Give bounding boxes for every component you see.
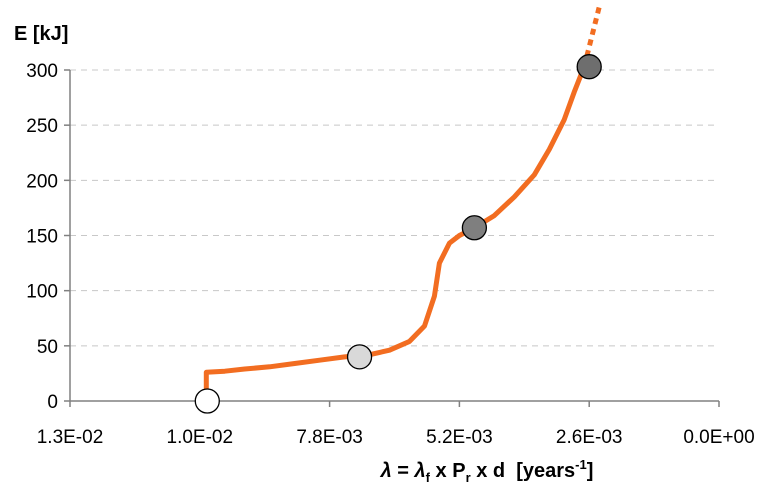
marker-0 bbox=[194, 388, 220, 414]
y-tick-label-2: 100 bbox=[26, 282, 58, 303]
y-tick-label-3: 150 bbox=[26, 227, 58, 248]
y-tick-label-4: 200 bbox=[26, 171, 58, 192]
x-tick-label-1: 1.0E-02 bbox=[167, 427, 234, 448]
markers bbox=[194, 54, 602, 414]
x-tick-label-5: 0.0E+00 bbox=[683, 427, 754, 448]
x-tick-label-0: 1.3E-02 bbox=[37, 427, 104, 448]
marker-1 bbox=[346, 344, 373, 370]
x-axis-title: λ = λf x Pr x d [years-1] bbox=[380, 457, 594, 485]
y-tick-labels: 0 50 100 150 200 250 300 bbox=[26, 61, 58, 413]
y-tick-label-1: 50 bbox=[37, 337, 58, 358]
marker-2 bbox=[461, 215, 488, 241]
series bbox=[203, 6, 602, 404]
series-line-0 bbox=[203, 64, 587, 404]
x-tick-labels: 1.3E-02 1.0E-02 7.8E-03 5.2E-03 2.6E-03 0.0E+… bbox=[37, 427, 755, 448]
y-tick-label-0: 0 bbox=[47, 392, 58, 413]
y-axis-title: E [kJ] bbox=[14, 23, 68, 45]
y-tick-label-5: 250 bbox=[26, 116, 58, 137]
axes bbox=[64, 69, 720, 407]
y-tick-label-6: 300 bbox=[26, 61, 58, 82]
gridlines bbox=[70, 69, 719, 347]
x-tick-label-4: 2.6E-03 bbox=[556, 427, 623, 448]
x-tick-label-2: 7.8E-03 bbox=[296, 427, 363, 448]
x-tick-label-3: 5.2E-03 bbox=[426, 427, 493, 448]
marker-3 bbox=[576, 54, 602, 80]
